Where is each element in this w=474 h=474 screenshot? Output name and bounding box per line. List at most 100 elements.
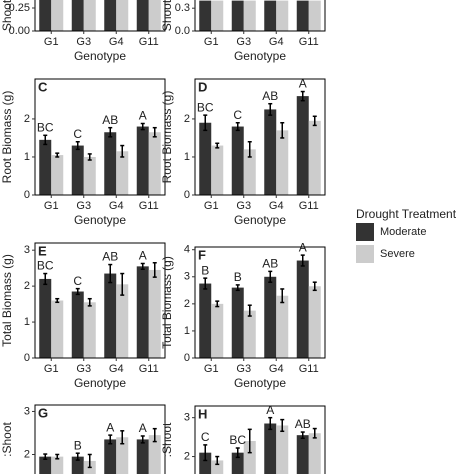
panel-label: G — [38, 405, 48, 420]
x-tick-label: G1 — [204, 200, 219, 212]
bar — [39, 278, 52, 358]
bar — [308, 286, 321, 358]
x-axis-label: Genotype — [74, 376, 126, 390]
x-axis-label: Genotype — [234, 376, 286, 390]
bar — [231, 287, 244, 358]
panel-label: D — [198, 79, 207, 94]
y-axis-label: Root Biomass (g) — [160, 91, 174, 184]
significance-letter: C — [73, 274, 82, 288]
significance-letter: B — [234, 270, 242, 284]
bar — [264, 423, 277, 474]
bar — [148, 269, 161, 358]
y-tick-label: 4 — [184, 244, 190, 256]
bar — [276, 130, 289, 195]
bar — [199, 452, 212, 474]
bar — [136, 126, 149, 195]
significance-letter: BC — [37, 120, 54, 134]
y-tick-label: 2 — [24, 113, 30, 125]
y-tick-label: 2 — [184, 298, 190, 310]
significance-letter: AB — [102, 250, 118, 264]
bar — [264, 0, 277, 31]
x-tick-label: G4 — [269, 36, 284, 48]
bar — [211, 303, 224, 358]
bar — [136, 266, 149, 358]
legend-title: Drought Treatment — [356, 207, 457, 221]
bar — [71, 456, 84, 474]
y-tick-label: 3 — [24, 244, 30, 256]
bar — [296, 0, 309, 31]
bar — [243, 149, 256, 195]
y-tick-label: 1 — [184, 325, 190, 337]
panel-border — [34, 242, 166, 359]
x-tick-label: G1 — [44, 200, 59, 212]
y-tick-label: 0 — [24, 189, 30, 201]
bar — [211, 460, 224, 474]
bar — [148, 0, 161, 31]
significance-letter: A — [139, 421, 147, 435]
significance-letter: A — [299, 77, 307, 91]
bar — [39, 456, 52, 474]
bar — [296, 260, 309, 358]
x-tick-label: G3 — [236, 36, 251, 48]
significance-letter: BC — [197, 100, 214, 114]
x-tick-label: G4 — [269, 363, 284, 375]
legend-label: Moderate — [380, 226, 426, 238]
x-axis-label: Genotype — [74, 49, 126, 63]
bar — [231, 452, 244, 474]
significance-letter: A — [139, 109, 147, 123]
bar — [308, 120, 321, 195]
bar — [39, 139, 52, 195]
x-tick-label: G11 — [299, 363, 319, 375]
panel-border — [34, 404, 166, 474]
y-tick-label: 3 — [184, 271, 190, 283]
y-tick-label: 3 — [24, 405, 30, 417]
panel-border — [194, 405, 326, 474]
bar — [104, 0, 117, 31]
y-tick-label: 0 — [184, 189, 190, 201]
legend-label: Severe — [380, 248, 415, 260]
bar — [71, 291, 84, 358]
bar — [199, 0, 212, 31]
y-axis-label: :Shoot — [160, 422, 174, 457]
bar — [148, 132, 161, 195]
significance-letter: C — [201, 430, 210, 444]
bar — [83, 0, 96, 31]
bar — [308, 0, 321, 31]
bar — [51, 155, 64, 195]
y-tick-label: 0.00 — [9, 25, 30, 37]
bar — [39, 0, 52, 31]
significance-letter: B — [201, 263, 209, 277]
x-tick-label: G11 — [299, 36, 319, 48]
bar — [104, 273, 117, 358]
bar — [71, 0, 84, 31]
x-axis-label: Genotype — [234, 213, 286, 227]
panel-label: E — [38, 243, 47, 258]
x-tick-label: G11 — [299, 200, 319, 212]
x-tick-label: G4 — [269, 200, 284, 212]
bar — [296, 435, 309, 474]
y-axis-label: Shoot — [0, 0, 14, 31]
bar — [276, 295, 289, 358]
bar — [231, 0, 244, 31]
bar — [51, 0, 64, 31]
bar — [51, 456, 64, 474]
bar — [231, 126, 244, 195]
panel-border — [194, 246, 326, 359]
bar — [83, 302, 96, 358]
y-tick-label: 2 — [24, 448, 30, 460]
bar — [264, 276, 277, 358]
y-tick-label: 2 — [184, 113, 190, 125]
panel-label: C — [38, 79, 48, 94]
y-axis-label: :Shoot — [0, 421, 14, 456]
y-tick-label: 0.0 — [175, 25, 190, 37]
panel-label: F — [198, 247, 206, 262]
x-tick-label: G11 — [139, 200, 159, 212]
bar — [51, 300, 64, 358]
significance-letter: AB — [295, 417, 311, 431]
x-axis-label: Genotype — [74, 213, 126, 227]
bar — [211, 145, 224, 195]
x-tick-label: G11 — [139, 363, 159, 375]
significance-letter: BC — [229, 433, 246, 447]
x-tick-label: G1 — [204, 363, 219, 375]
y-tick-label: 1 — [184, 151, 190, 163]
